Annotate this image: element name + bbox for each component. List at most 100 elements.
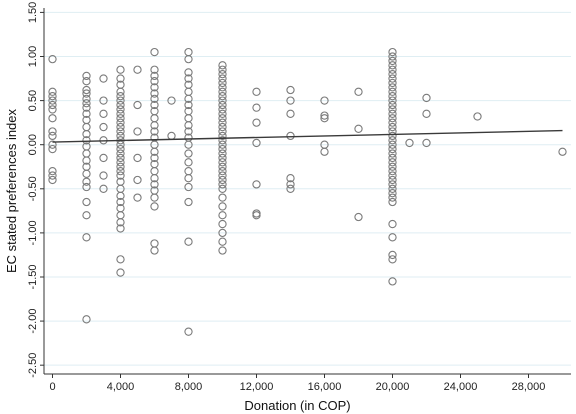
data-point [48, 114, 57, 123]
y-tick-label: -2.50 [27, 353, 39, 378]
data-point [218, 193, 227, 202]
data-point [116, 144, 125, 154]
data-point [184, 149, 193, 158]
data-point [184, 167, 193, 176]
data-point [150, 71, 159, 81]
data-point [388, 184, 397, 193]
data-point [218, 140, 227, 149]
data-point [48, 140, 57, 149]
data-point [388, 87, 397, 96]
data-point [48, 131, 57, 141]
data-point [218, 61, 227, 70]
data-point [82, 182, 91, 192]
x-tick-label: 8,000 [175, 381, 203, 393]
data-point [116, 197, 125, 207]
data-point [388, 233, 397, 242]
data-point [218, 109, 227, 118]
data-point [82, 156, 91, 165]
data-point [388, 109, 397, 118]
data-point [116, 96, 125, 105]
data-point [286, 85, 295, 95]
data-point [252, 180, 261, 189]
data-point [184, 68, 193, 77]
data-point [218, 167, 227, 176]
data-point [388, 105, 397, 114]
data-point [116, 100, 125, 110]
data-point [218, 180, 227, 189]
data-point [218, 122, 227, 132]
data-point [167, 131, 176, 141]
axes [43, 8, 571, 375]
data-point [320, 114, 329, 123]
y-tick-label: 0.50 [27, 90, 39, 111]
data-point [184, 127, 193, 136]
data-point [82, 99, 91, 108]
data-point [388, 277, 397, 286]
y-tick-label: 1.00 [27, 46, 39, 67]
data-point [48, 96, 57, 105]
data-point [286, 184, 295, 193]
data-point [388, 122, 397, 132]
data-point [218, 96, 227, 105]
data-point [388, 171, 397, 180]
data-point [388, 158, 397, 167]
data-point [388, 114, 397, 123]
data-point [388, 56, 397, 66]
data-point [184, 94, 193, 103]
data-point [116, 218, 125, 227]
data-point [218, 158, 227, 167]
data-point [116, 211, 125, 220]
data-point [150, 65, 159, 74]
data-point [184, 100, 193, 110]
data-point [82, 103, 91, 112]
data-point [116, 114, 125, 123]
data-point [150, 174, 159, 183]
data-point [388, 250, 397, 260]
data-point [82, 149, 91, 158]
data-point [388, 61, 397, 70]
data-point [218, 131, 227, 141]
data-point [354, 212, 363, 222]
data-point [150, 121, 159, 130]
data-point [116, 153, 125, 163]
data-point [388, 193, 397, 202]
data-point [133, 127, 142, 136]
y-tick-label: 1.50 [27, 2, 39, 23]
data-point [184, 174, 193, 183]
data-point [48, 144, 57, 154]
data-point [99, 96, 108, 105]
data-point [82, 129, 91, 139]
data-point [388, 197, 397, 207]
data-point [388, 47, 397, 57]
data-point [320, 96, 329, 105]
data-point [422, 93, 431, 103]
data-point [218, 65, 227, 74]
data-point [422, 138, 431, 148]
data-point [388, 255, 397, 264]
y-tick-label: -1.50 [27, 264, 39, 289]
data-point [99, 171, 108, 180]
data-point [82, 211, 91, 220]
data-point [133, 100, 142, 110]
x-tick-label: 28,000 [512, 381, 546, 393]
data-point [150, 83, 159, 92]
data-point [388, 52, 397, 61]
data-point [388, 65, 397, 74]
data-point [116, 131, 125, 141]
data-point [252, 211, 261, 220]
data-point [184, 55, 193, 64]
data-point [218, 237, 227, 246]
data-point [116, 191, 125, 201]
y-tick-label: -0.50 [27, 176, 39, 201]
data-point [388, 144, 397, 154]
data-point [218, 162, 227, 171]
data-point [184, 87, 193, 96]
data-point [82, 136, 91, 145]
data-point [150, 180, 159, 189]
data-point [218, 92, 227, 101]
data-point [116, 149, 125, 158]
data-point [218, 114, 227, 123]
data-point [218, 69, 227, 79]
data-point [167, 96, 176, 105]
